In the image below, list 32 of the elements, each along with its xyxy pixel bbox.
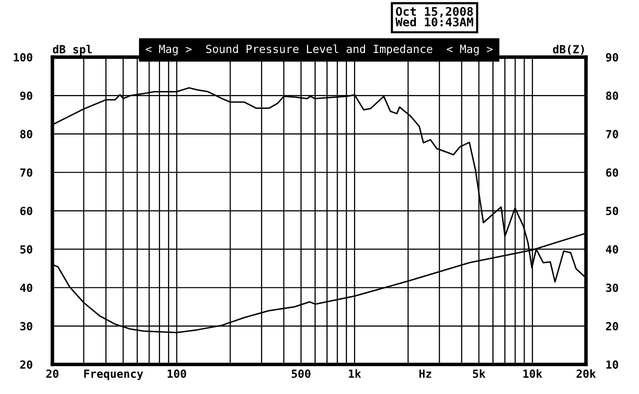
y-tick-label: 50 — [20, 245, 32, 254]
x-tick-label: 20 — [46, 370, 58, 378]
x-tick-label: 10k — [523, 369, 542, 378]
text: Oct 15,2008 — [396, 6, 473, 18]
y-tick-label: 30 — [20, 322, 32, 330]
y2-tick-label: 10 — [606, 360, 618, 369]
y2-tick-label: 50 — [606, 206, 618, 216]
x-tick-label: 1k — [348, 369, 362, 378]
x-tick-label: 100 — [168, 370, 186, 378]
y-tick-label: 90 — [20, 92, 32, 100]
x-tick-label: Frequency — [84, 370, 144, 380]
y2-tick-label: 60 — [606, 168, 618, 177]
y2-tick-label: 30 — [606, 284, 618, 292]
y2-axis-title: dB(Z) — [553, 44, 584, 55]
y-tick-label: 20 — [20, 360, 32, 369]
x-tick-label: 5k — [472, 369, 486, 378]
y-tick-label: 60 — [20, 206, 32, 216]
y2-tick-label: 40 — [606, 245, 618, 254]
y2-tick-label: 80 — [606, 92, 618, 100]
text: Wed 10:43AM — [395, 17, 474, 26]
y-axis-title: dB spl — [52, 44, 92, 56]
y-tick-label: 100 — [14, 53, 32, 62]
y2-tick-label: 90 — [606, 53, 618, 62]
x-tick-label: Hz — [419, 370, 432, 378]
x-tick-label: 20k — [576, 369, 596, 378]
chart-title: < Mag > Sound Pressure Level and Impedance < Mag > — [146, 44, 493, 56]
y-tick-label: 70 — [20, 168, 32, 177]
y2-tick-label: 70 — [606, 130, 618, 138]
y-tick-label: 80 — [20, 130, 32, 138]
y2-tick-label: 20 — [606, 322, 618, 330]
y-tick-label: 40 — [20, 284, 32, 292]
x-tick-label: 500 — [292, 370, 310, 378]
